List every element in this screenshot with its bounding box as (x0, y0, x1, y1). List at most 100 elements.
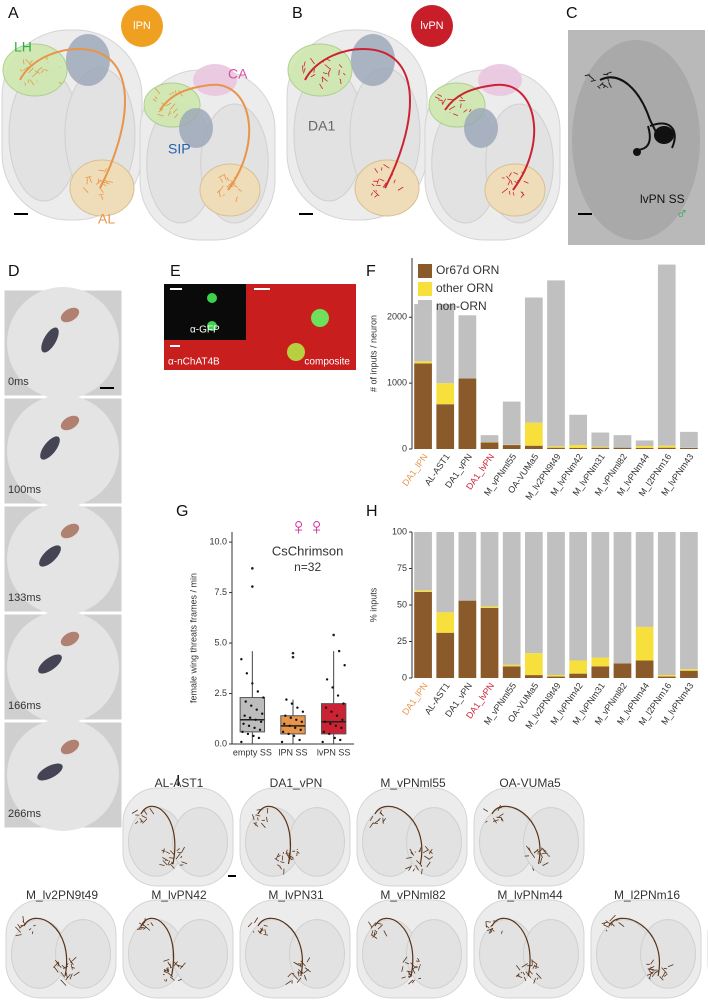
neuron-label: M_lvPN42 (151, 888, 207, 902)
neurite (405, 845, 433, 875)
bar-segment (414, 532, 432, 591)
legend-swatch (418, 264, 432, 278)
y-tick-label: 7.5 (214, 587, 227, 597)
panel-label: D (8, 263, 20, 280)
brain-lobe (289, 807, 345, 877)
annotation: ♀♀ (290, 513, 326, 540)
time-label: 266ms (8, 808, 42, 820)
point (287, 732, 290, 736)
time-label: 133ms (8, 592, 42, 604)
neuron-label: M_lvPN31 (268, 888, 324, 902)
bar-segment (569, 660, 588, 674)
point (339, 738, 342, 742)
bar-segment (547, 446, 565, 448)
box (280, 715, 306, 735)
legend-label: other ORN (436, 281, 493, 295)
point (328, 732, 331, 736)
point (298, 738, 301, 742)
arena (7, 611, 119, 723)
arena (7, 395, 119, 507)
point (283, 722, 286, 726)
bar-segment (547, 447, 565, 449)
badge-label: lvPN (420, 20, 443, 32)
fly (37, 763, 63, 781)
y-tick-label: 50 (397, 599, 407, 609)
al (69, 159, 135, 217)
lh (2, 43, 68, 97)
bar-segment (480, 442, 499, 449)
brain-lobe (172, 807, 228, 877)
point (262, 696, 265, 699)
outlier (251, 585, 254, 588)
point (280, 740, 284, 744)
legend-swatch (418, 300, 432, 314)
brain-lobe (523, 919, 579, 989)
badge (121, 5, 163, 47)
brain-tissue (572, 40, 700, 240)
point (240, 658, 243, 661)
bar-segment (613, 663, 632, 678)
tract (19, 48, 126, 189)
bar-segment (569, 414, 588, 446)
bar-segment (569, 445, 588, 449)
bar-segment (613, 447, 632, 449)
c-symbol: ♂ (676, 206, 688, 223)
y-axis-title: % inputs (368, 587, 378, 622)
point (242, 722, 245, 726)
fly (38, 654, 62, 674)
neurite (524, 845, 551, 872)
neurite (485, 920, 503, 935)
panel-label: A (8, 5, 19, 22)
bar-segment (569, 448, 588, 449)
bar-segment (591, 432, 610, 447)
bar-segment (613, 435, 632, 448)
neuron-label: M_vPNml55 (380, 776, 446, 790)
point (343, 664, 346, 667)
point (340, 726, 343, 730)
fly (41, 327, 59, 353)
legend-swatch (418, 282, 432, 296)
bar-segment (591, 447, 610, 449)
bar-segment (480, 532, 499, 607)
y-tick-label: 0 (402, 443, 407, 453)
point (322, 730, 325, 734)
neurite (501, 171, 529, 198)
point (334, 724, 338, 728)
brain-lobe (289, 919, 345, 989)
point (296, 706, 299, 709)
arena (7, 287, 119, 399)
neuron-label: M_l2PNm16 (614, 888, 680, 902)
point (250, 704, 253, 707)
fly (60, 415, 80, 431)
point (253, 726, 256, 730)
bar-segment (436, 532, 455, 613)
y-tick-label: 2.5 (214, 688, 227, 698)
inset (164, 284, 246, 340)
bar-segment (458, 315, 477, 379)
neurite (247, 917, 269, 936)
neurite (401, 956, 422, 985)
y-tick-label: 1000 (387, 378, 407, 388)
neuron-tract (491, 805, 541, 865)
neurite (302, 57, 346, 90)
bar-segment (591, 657, 610, 667)
neurite (515, 959, 542, 984)
bar-segment (458, 532, 477, 601)
y-tick-label: 10.0 (209, 536, 227, 546)
neurite (15, 915, 36, 936)
neuron-label: DA1_vPN (270, 776, 323, 790)
brain-lobe (172, 919, 228, 989)
time-label: 100ms (8, 484, 42, 496)
y-tick-label: 2000 (387, 312, 407, 322)
bar-segment (414, 590, 432, 592)
neurite (252, 808, 269, 828)
brain-lobe (406, 807, 462, 877)
annotation: n=32 (294, 560, 321, 574)
cell (311, 309, 329, 327)
bar-segment (680, 448, 698, 449)
bar-segment (524, 532, 543, 654)
point (323, 720, 327, 723)
bar-segment (635, 448, 654, 449)
bar-segment (657, 264, 676, 446)
bar-segment (591, 532, 610, 658)
